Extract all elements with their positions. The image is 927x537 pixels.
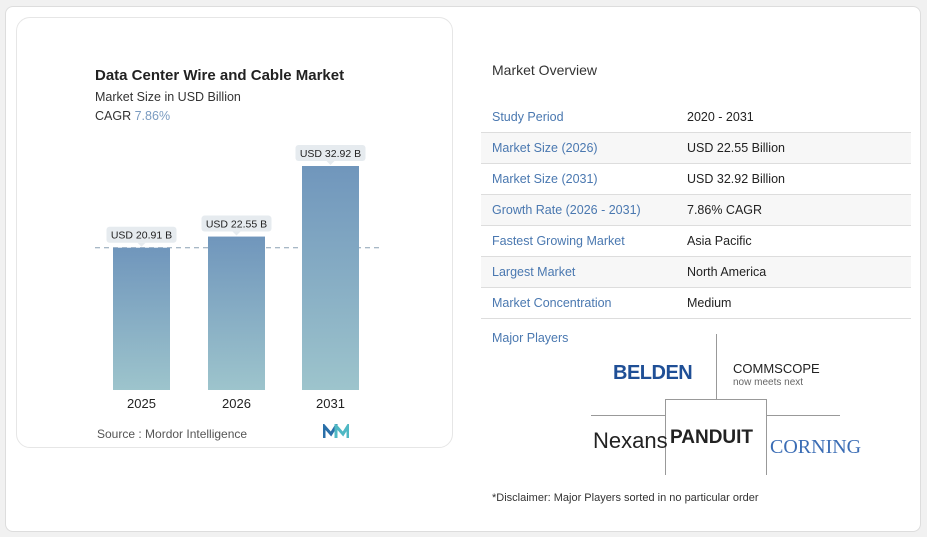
bar-2026 (208, 236, 265, 390)
data-label: USD 20.91 B (111, 230, 172, 242)
belden-logo: BELDEN (613, 362, 693, 384)
divider (591, 415, 665, 416)
data-label-pointer (232, 231, 241, 236)
data-label: USD 22.55 B (206, 219, 267, 231)
bar-chart: USD 20.91 B 2025 USD 22.55 B 2026 USD 32.92 … (95, 145, 380, 411)
divider (766, 415, 840, 416)
chart-title: Data Center Wire and Cable Market (95, 67, 345, 84)
row-value: 7.86% CAGR (687, 203, 763, 217)
row-label: Study Period (492, 110, 564, 124)
overview-row: Study Period 2020 - 2031 (481, 102, 911, 133)
chart-subtitle: Market Size in USD Billion (95, 90, 241, 104)
cagr-value: 7.86% (134, 109, 171, 123)
overview-title: Market Overview (492, 62, 598, 78)
source-text: Source : Mordor Intelligence (97, 427, 248, 441)
disclaimer: *Disclaimer: Major Players sorted in no … (492, 492, 759, 504)
row-label: Market Size (2031) (492, 172, 598, 186)
row-value: Asia Pacific (687, 234, 752, 248)
panduit-logo: PANDUIT (670, 427, 754, 448)
overview-row: Largest Market North America (481, 257, 911, 288)
bar-2025 (113, 247, 170, 390)
data-label-pointer (326, 161, 335, 165)
data-label-pointer (137, 242, 146, 247)
x-tick-label: 2031 (316, 396, 345, 411)
row-label: Largest Market (492, 265, 576, 279)
overview-row: Fastest Growing Market Asia Pacific (481, 226, 911, 257)
x-tick-label: 2026 (222, 396, 251, 411)
row-value: North America (687, 265, 767, 279)
corning-logo: CORNING (770, 436, 862, 458)
divider (716, 334, 717, 400)
commscope-tagline: now meets next (733, 377, 804, 388)
overview-table: Study Period 2020 - 2031 Market Size (2026… (481, 102, 911, 319)
row-value: USD 32.92 Billion (687, 172, 785, 186)
data-label-bg (106, 226, 177, 243)
mordor-logo-icon (323, 424, 349, 438)
bar-2031 (302, 166, 359, 390)
overview-row: Growth Rate (2026 - 2031) 7.86% CAGR (481, 195, 911, 226)
cagr: CAGR 7.86% (95, 109, 170, 123)
row-label: Market Concentration (492, 296, 612, 310)
major-players-label: Major Players (492, 331, 569, 345)
nexans-logo: Nexans (593, 428, 668, 453)
overview-row: Market Size (2031) USD 32.92 Billion (481, 164, 911, 195)
row-label: Growth Rate (2026 - 2031) (492, 203, 641, 217)
row-value: 2020 - 2031 (687, 110, 754, 124)
data-label-bg (295, 145, 366, 161)
row-label: Fastest Growing Market (492, 234, 625, 248)
panduit-box (665, 399, 767, 475)
data-label-bg (201, 215, 272, 232)
row-value: USD 22.55 Billion (687, 141, 785, 155)
data-label: USD 32.92 B (300, 148, 361, 160)
row-label: Market Size (2026) (492, 141, 598, 155)
row-value: Medium (687, 296, 732, 310)
overview-row: Market Size (2026) USD 22.55 Billion (481, 133, 911, 164)
overview-row: Market Concentration Medium (481, 288, 911, 319)
cagr-label: CAGR (95, 109, 132, 123)
x-tick-label: 2025 (127, 396, 156, 411)
commscope-logo: COMMSCOPE (733, 361, 820, 376)
